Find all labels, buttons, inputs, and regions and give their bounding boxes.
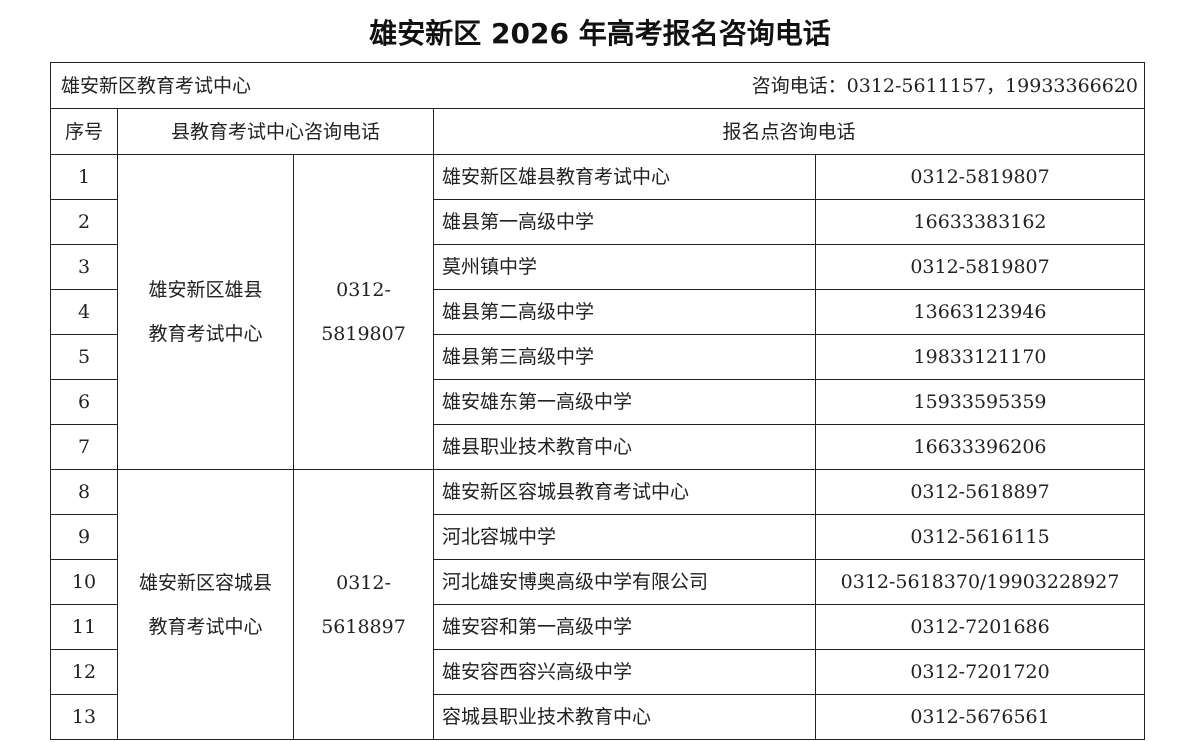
site-name: 雄安容和第一高级中学	[433, 604, 817, 650]
row-number: 12	[50, 649, 118, 695]
county-center-phone: 0312- 5819807	[292, 154, 435, 470]
county-phone-line: 5618897	[321, 615, 406, 638]
row-number: 1	[50, 154, 118, 200]
site-phone: 0312-5618897	[815, 469, 1146, 515]
table-row: 1 雄安新区雄县 教育考试中心 0312- 5819807 雄安新区雄县教育考试中心 031…	[50, 154, 1146, 470]
row-number: 7	[50, 424, 118, 470]
org-name: 雄安新区教育考试中心	[49, 62, 434, 109]
table-row: 7 雄县职业技术教育中心 16633396206	[50, 424, 1146, 470]
county-phone-line: 0312-	[336, 571, 391, 594]
table-row: 11 雄安容和第一高级中学 0312-7201686	[50, 604, 1146, 650]
site-phone: 16633396206	[815, 424, 1146, 470]
county-phone-line: 5819807	[321, 323, 406, 345]
site-name: 莫州镇中学	[433, 244, 817, 290]
row-number: 4	[50, 289, 118, 335]
table-row: 4 雄县第二高级中学 13663123946	[50, 289, 1146, 335]
row-number: 9	[50, 514, 118, 560]
site-phone: 16633383162	[815, 199, 1146, 245]
table-row: 5 雄县第三高级中学 19833121170	[50, 334, 1146, 380]
header-site: 报名点咨询电话	[433, 108, 1146, 155]
county-name-line: 雄安新区容城县	[138, 571, 272, 594]
row-number: 10	[50, 559, 118, 605]
page-title: 雄安新区 2026 年高考报名咨询电话	[369, 17, 831, 50]
site-phone: 13663123946	[815, 289, 1146, 335]
site-phone: 0312-5676561	[815, 694, 1146, 740]
site-name: 雄县第三高级中学	[433, 334, 817, 380]
row-number: 8	[50, 469, 118, 515]
site-name: 雄县第一高级中学	[433, 199, 817, 245]
site-phone: 0312-5819807	[815, 244, 1146, 290]
header-row: 序号 县教育考试中心咨询电话 报名点咨询电话	[50, 108, 1146, 155]
table-row: 12 雄安容西容兴高级中学 0312-7201720	[50, 649, 1146, 695]
site-phone: 19833121170	[815, 334, 1146, 380]
site-phone: 0312-5618370/19903228927	[815, 559, 1146, 605]
row-number: 3	[50, 244, 118, 290]
header-seq: 序号	[50, 108, 118, 155]
site-name: 雄县职业技术教育中心	[433, 424, 817, 470]
row-number: 11	[50, 604, 118, 650]
site-phone: 0312-5616115	[815, 514, 1146, 560]
site-phone: 0312-7201720	[815, 649, 1146, 695]
site-name: 雄安雄东第一高级中学	[433, 379, 817, 425]
header-county: 县教育考试中心咨询电话	[116, 108, 435, 155]
table-row: 10 河北雄安博奥高级中学有限公司 0312-5618370/19903228927	[50, 559, 1146, 605]
site-name: 雄县第二高级中学	[433, 289, 817, 335]
table-row: 6 雄安雄东第一高级中学 15933595359	[50, 379, 1146, 425]
county-center-name: 雄安新区雄县 教育考试中心	[117, 154, 294, 470]
site-name: 雄安新区容城县教育考试中心	[433, 469, 817, 515]
county-name-line: 教育考试中心	[148, 323, 263, 345]
row-number: 2	[50, 199, 118, 245]
site-name: 河北雄安博奥高级中学有限公司	[433, 559, 817, 605]
county-center-name: 雄安新区容城县 教育考试中心	[117, 469, 294, 740]
table-row: 8 雄安新区容城县 教育考试中心 0312- 5618897 雄安新区容城县教育考试中心 0…	[50, 469, 1146, 740]
table-row: 2 雄县第一高级中学 16633383162	[50, 199, 1146, 245]
site-name: 雄安容西容兴高级中学	[433, 649, 817, 695]
info-row: 雄安新区教育考试中心 咨询电话：0312-5611157，19933366620	[49, 62, 1146, 109]
row-number: 13	[50, 694, 118, 740]
county-center-phone: 0312- 5618897	[292, 469, 435, 740]
site-phone: 15933595359	[815, 379, 1146, 425]
site-name: 河北容城中学	[433, 514, 817, 560]
site-phone: 0312-5819807	[815, 154, 1146, 200]
site-name: 容城县职业技术教育中心	[433, 694, 817, 740]
contact-table: 雄安新区教育考试中心 咨询电话：0312-5611157，19933366620…	[49, 62, 1146, 740]
table-row: 3 莫州镇中学 0312-5819807	[50, 244, 1146, 290]
site-phone: 0312-7201686	[815, 604, 1146, 650]
table-row: 13 容城县职业技术教育中心 0312-5676561	[50, 694, 1146, 740]
org-phone: 咨询电话：0312-5611157，19933366620	[433, 62, 1146, 109]
row-number: 6	[50, 379, 118, 425]
county-phone-line: 0312-	[336, 279, 391, 301]
county-name-line: 教育考试中心	[148, 615, 263, 638]
site-name: 雄安新区雄县教育考试中心	[433, 154, 817, 200]
county-name-line: 雄安新区雄县	[148, 279, 263, 301]
table-row: 9 河北容城中学 0312-5616115	[50, 514, 1146, 560]
row-number: 5	[50, 334, 118, 380]
